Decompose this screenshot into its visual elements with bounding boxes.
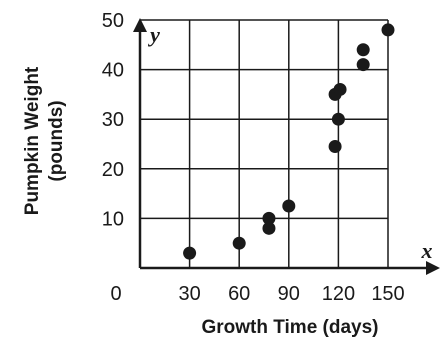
data-point	[232, 236, 246, 250]
origin-label: 0	[110, 283, 121, 305]
y-axis-variable: y	[147, 22, 160, 47]
data-point	[328, 139, 342, 153]
x-tick-label: 120	[322, 283, 355, 305]
y-axis-title-line1: Pumpkin Weight	[22, 66, 43, 215]
x-tick-label: 30	[178, 283, 200, 305]
y-tick-label: 20	[102, 159, 124, 181]
y-tick-label: 40	[102, 60, 124, 82]
x-tick-label: 150	[371, 283, 404, 305]
x-axis-variable: x	[421, 238, 433, 263]
data-point	[381, 23, 395, 37]
data-point	[333, 82, 347, 96]
y-tick-label: 10	[102, 208, 124, 230]
y-tick-label: 50	[102, 10, 124, 32]
y-tick-labels: 10 20 30 40 50	[102, 10, 124, 230]
data-points	[183, 23, 395, 260]
data-point	[331, 112, 345, 126]
data-point	[356, 43, 370, 57]
data-point	[356, 58, 370, 72]
chart-axes	[133, 18, 440, 275]
data-point	[282, 199, 296, 213]
data-point	[183, 246, 197, 260]
x-tick-label: 60	[228, 283, 250, 305]
y-axis-title-line2: (pounds)	[46, 100, 67, 181]
x-axis-arrow	[426, 261, 440, 275]
y-axis-arrow	[133, 18, 147, 32]
data-point	[262, 211, 276, 225]
x-axis-title: Growth Time (days)	[201, 317, 378, 338]
x-tick-label: 90	[278, 283, 300, 305]
data-point	[262, 221, 276, 235]
x-tick-labels: 30 60 90 120 150	[178, 283, 404, 305]
y-tick-label: 30	[102, 109, 124, 131]
